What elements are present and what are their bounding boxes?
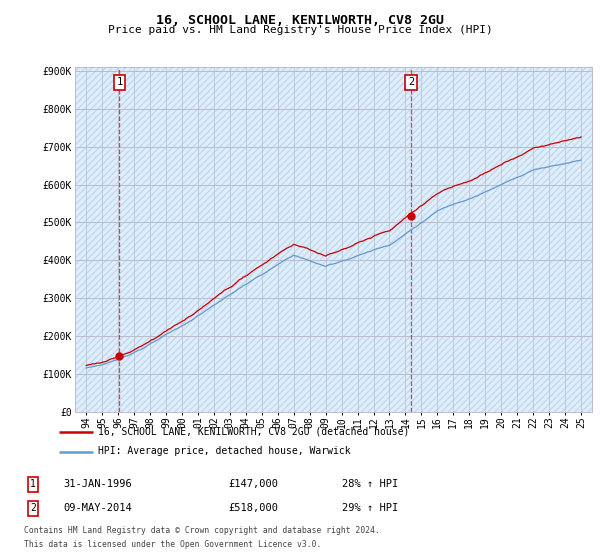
Text: 2: 2: [408, 77, 415, 87]
Text: 1: 1: [116, 77, 122, 87]
Text: 16, SCHOOL LANE, KENILWORTH, CV8 2GU: 16, SCHOOL LANE, KENILWORTH, CV8 2GU: [156, 14, 444, 27]
Text: 09-MAY-2014: 09-MAY-2014: [63, 503, 132, 514]
Text: 2: 2: [30, 503, 36, 514]
Text: £147,000: £147,000: [228, 479, 278, 489]
Text: 29% ↑ HPI: 29% ↑ HPI: [342, 503, 398, 514]
Text: £518,000: £518,000: [228, 503, 278, 514]
Text: 16, SCHOOL LANE, KENILWORTH, CV8 2GU (detached house): 16, SCHOOL LANE, KENILWORTH, CV8 2GU (de…: [98, 427, 410, 437]
Text: 1: 1: [30, 479, 36, 489]
Text: HPI: Average price, detached house, Warwick: HPI: Average price, detached house, Warw…: [98, 446, 351, 456]
Text: 28% ↑ HPI: 28% ↑ HPI: [342, 479, 398, 489]
Text: Contains HM Land Registry data © Crown copyright and database right 2024.: Contains HM Land Registry data © Crown c…: [24, 526, 380, 535]
Text: 31-JAN-1996: 31-JAN-1996: [63, 479, 132, 489]
Text: Price paid vs. HM Land Registry's House Price Index (HPI): Price paid vs. HM Land Registry's House …: [107, 25, 493, 35]
Text: This data is licensed under the Open Government Licence v3.0.: This data is licensed under the Open Gov…: [24, 540, 322, 549]
